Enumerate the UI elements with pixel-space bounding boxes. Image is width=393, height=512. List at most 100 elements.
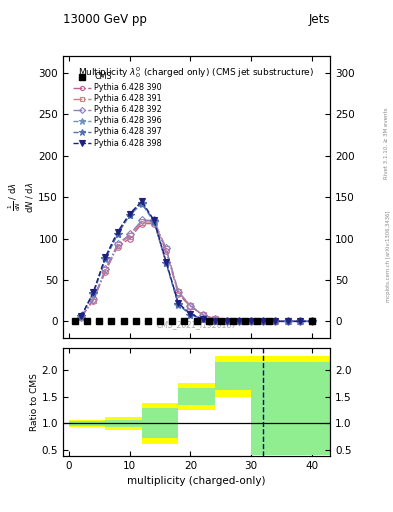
Pythia 6.428 392	[176, 288, 181, 294]
CMS	[219, 318, 223, 325]
Pythia 6.428 392	[152, 217, 156, 223]
Line: Pythia 6.428 390: Pythia 6.428 390	[78, 221, 315, 324]
Pythia 6.428 398	[79, 313, 83, 319]
Pythia 6.428 390	[224, 317, 229, 324]
Pythia 6.428 398	[273, 318, 278, 325]
CMS	[194, 318, 199, 325]
Pythia 6.428 398	[261, 318, 266, 325]
CMS	[182, 318, 187, 325]
Pythia 6.428 396	[91, 291, 95, 297]
CMS	[206, 318, 211, 325]
Text: Rivet 3.1.10, ≥ 3M events: Rivet 3.1.10, ≥ 3M events	[384, 108, 389, 179]
Pythia 6.428 390	[115, 244, 120, 250]
Pythia 6.428 397	[176, 301, 181, 307]
Line: Pythia 6.428 396: Pythia 6.428 396	[77, 200, 316, 326]
Pythia 6.428 398	[140, 198, 144, 204]
Pythia 6.428 391	[237, 318, 241, 324]
Pythia 6.428 391	[188, 303, 193, 309]
Text: CMS_2021_I1920187: CMS_2021_I1920187	[156, 321, 237, 330]
Pythia 6.428 398	[127, 210, 132, 217]
Pythia 6.428 391	[91, 297, 95, 303]
Pythia 6.428 396	[224, 318, 229, 324]
Line: Pythia 6.428 398: Pythia 6.428 398	[78, 198, 315, 325]
Pythia 6.428 391	[285, 318, 290, 325]
CMS	[145, 318, 150, 325]
Pythia 6.428 391	[103, 267, 108, 273]
Pythia 6.428 391	[298, 318, 302, 325]
Pythia 6.428 396	[164, 260, 169, 266]
Pythia 6.428 392	[79, 314, 83, 321]
Pythia 6.428 398	[212, 317, 217, 324]
Pythia 6.428 397	[152, 218, 156, 224]
Pythia 6.428 392	[164, 245, 169, 251]
Pythia 6.428 396	[103, 256, 108, 262]
Pythia 6.428 392	[200, 312, 205, 318]
Pythia 6.428 397	[261, 318, 266, 325]
CMS	[97, 318, 102, 325]
Pythia 6.428 392	[310, 318, 314, 325]
Legend: CMS, Pythia 6.428 390, Pythia 6.428 391, Pythia 6.428 392, Pythia 6.428 396, Pyt: CMS, Pythia 6.428 390, Pythia 6.428 391,…	[70, 69, 165, 151]
Pythia 6.428 397	[298, 318, 302, 325]
Pythia 6.428 396	[310, 318, 314, 325]
CMS	[243, 318, 248, 325]
Pythia 6.428 398	[115, 229, 120, 235]
Pythia 6.428 391	[212, 316, 217, 322]
Pythia 6.428 396	[127, 212, 132, 219]
Pythia 6.428 391	[152, 219, 156, 225]
CMS	[255, 318, 260, 325]
Pythia 6.428 392	[224, 317, 229, 324]
Pythia 6.428 392	[249, 318, 253, 325]
Pythia 6.428 396	[273, 318, 278, 325]
Line: Pythia 6.428 391: Pythia 6.428 391	[78, 219, 315, 324]
Pythia 6.428 397	[273, 318, 278, 325]
Pythia 6.428 396	[298, 318, 302, 325]
Pythia 6.428 397	[237, 318, 241, 325]
Pythia 6.428 390	[188, 304, 193, 310]
Pythia 6.428 396	[249, 318, 253, 325]
Pythia 6.428 392	[91, 296, 95, 302]
Pythia 6.428 392	[115, 241, 120, 247]
Pythia 6.428 390	[91, 297, 95, 304]
Text: Jets: Jets	[309, 13, 330, 26]
Pythia 6.428 392	[188, 303, 193, 309]
Pythia 6.428 390	[200, 312, 205, 318]
Pythia 6.428 390	[261, 318, 266, 325]
Pythia 6.428 390	[103, 269, 108, 275]
Pythia 6.428 392	[285, 318, 290, 325]
Pythia 6.428 392	[298, 318, 302, 325]
Pythia 6.428 391	[200, 312, 205, 318]
Pythia 6.428 398	[164, 259, 169, 265]
Pythia 6.428 396	[237, 318, 241, 325]
Pythia 6.428 398	[152, 217, 156, 223]
Text: mcplots.cern.ch [arXiv:1306.3436]: mcplots.cern.ch [arXiv:1306.3436]	[386, 210, 391, 302]
CMS	[133, 318, 138, 325]
Pythia 6.428 398	[249, 318, 253, 325]
Pythia 6.428 391	[249, 318, 253, 325]
Pythia 6.428 398	[200, 316, 205, 322]
Pythia 6.428 396	[212, 317, 217, 324]
Pythia 6.428 397	[91, 290, 95, 296]
Pythia 6.428 397	[249, 318, 253, 325]
Pythia 6.428 391	[115, 242, 120, 248]
Pythia 6.428 390	[152, 221, 156, 227]
Pythia 6.428 390	[164, 248, 169, 254]
Pythia 6.428 392	[103, 266, 108, 272]
Pythia 6.428 391	[261, 318, 266, 325]
Pythia 6.428 397	[310, 318, 314, 325]
Pythia 6.428 398	[224, 318, 229, 324]
Pythia 6.428 390	[176, 291, 181, 297]
Pythia 6.428 397	[140, 200, 144, 206]
Line: Pythia 6.428 392: Pythia 6.428 392	[78, 218, 315, 324]
Pythia 6.428 396	[188, 312, 193, 318]
Pythia 6.428 391	[164, 246, 169, 252]
Line: Pythia 6.428 397: Pythia 6.428 397	[77, 199, 316, 326]
Pythia 6.428 398	[298, 318, 302, 325]
Y-axis label: Ratio to CMS: Ratio to CMS	[29, 373, 39, 431]
CMS	[310, 318, 314, 325]
Pythia 6.428 397	[79, 313, 83, 319]
Pythia 6.428 391	[310, 318, 314, 325]
Pythia 6.428 390	[298, 318, 302, 325]
CMS	[73, 318, 77, 325]
Pythia 6.428 397	[224, 318, 229, 324]
Pythia 6.428 391	[79, 314, 83, 321]
